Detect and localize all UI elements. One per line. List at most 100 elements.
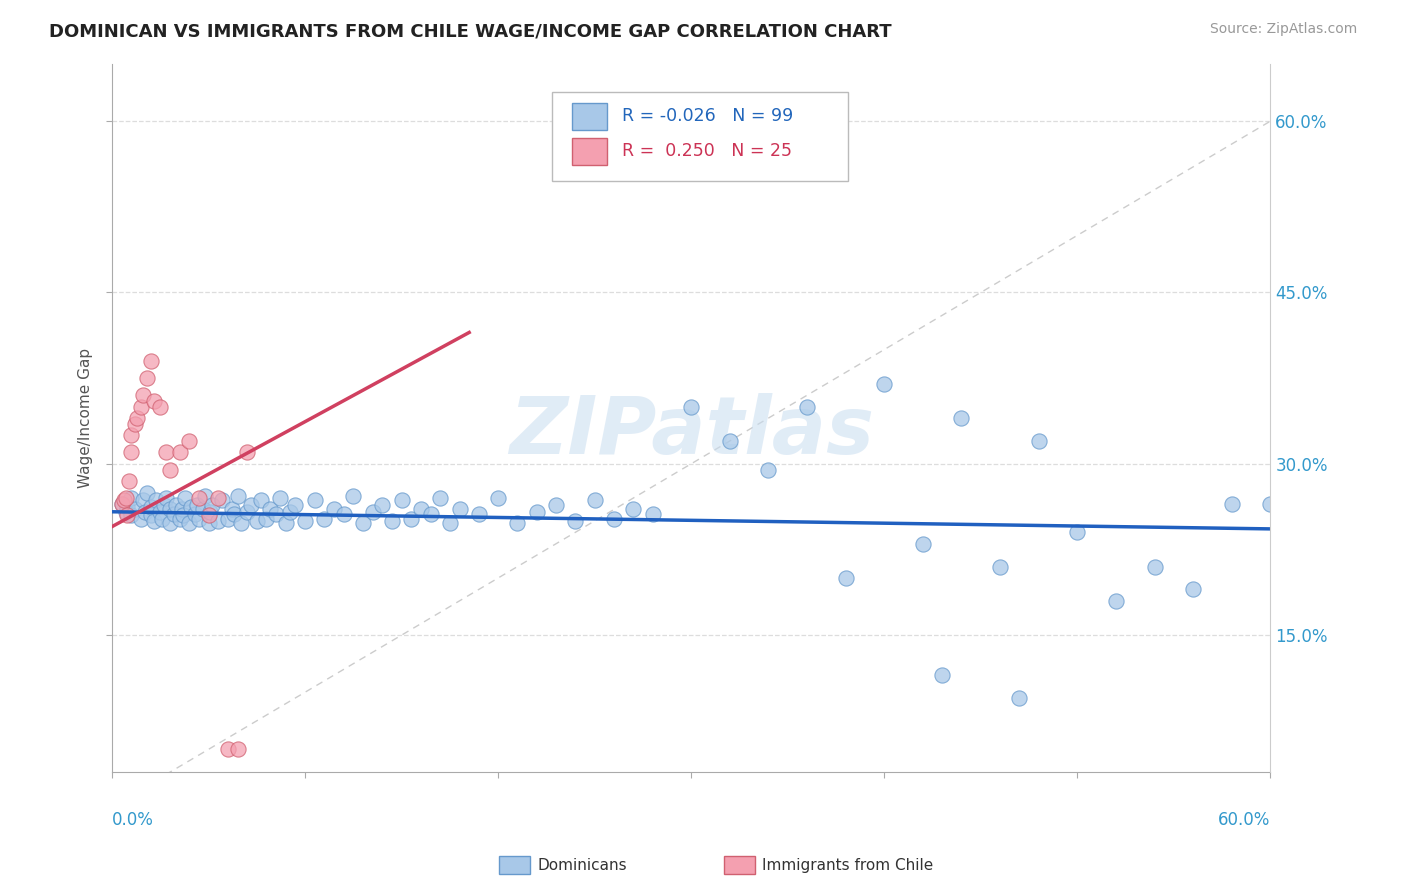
Point: [211, 493, 233, 508]
FancyBboxPatch shape: [553, 93, 848, 181]
Point: [381, 514, 404, 528]
Point: [231, 516, 253, 531]
Point: [222, 507, 245, 521]
Point: [120, 508, 142, 523]
Point: [409, 502, 432, 516]
Point: [323, 502, 346, 516]
Point: [621, 502, 644, 516]
Point: [278, 505, 301, 519]
Text: Source: ZipAtlas.com: Source: ZipAtlas.com: [1209, 22, 1357, 37]
Point: [1008, 690, 1031, 705]
Point: [132, 493, 155, 508]
Point: [911, 537, 934, 551]
Text: 60.0%: 60.0%: [1218, 811, 1271, 829]
Point: [931, 668, 953, 682]
Point: [352, 516, 374, 531]
Point: [264, 507, 287, 521]
Point: [681, 400, 703, 414]
Point: [120, 491, 142, 505]
Point: [506, 516, 529, 531]
Point: [184, 507, 207, 521]
Point: [304, 493, 326, 508]
Point: [1182, 582, 1205, 597]
Point: [163, 507, 186, 521]
Point: [718, 434, 741, 448]
Point: [207, 491, 229, 505]
Point: [165, 498, 187, 512]
Text: Immigrants from Chile: Immigrants from Chile: [762, 858, 934, 872]
Point: [201, 498, 224, 512]
Point: [1143, 559, 1166, 574]
Point: [129, 511, 152, 525]
Point: [641, 507, 664, 521]
Point: [200, 505, 222, 519]
Point: [149, 400, 172, 414]
Point: [217, 742, 239, 756]
Point: [197, 516, 219, 531]
Point: [603, 511, 626, 525]
Point: [226, 489, 249, 503]
Point: [145, 493, 167, 508]
Text: DOMINICAN VS IMMIGRANTS FROM CHILE WAGE/INCOME GAP CORRELATION CHART: DOMINICAN VS IMMIGRANTS FROM CHILE WAGE/…: [49, 22, 891, 40]
Point: [135, 371, 157, 385]
Point: [449, 502, 471, 516]
Point: [246, 514, 269, 528]
Bar: [572, 103, 606, 130]
Text: R = -0.026   N = 99: R = -0.026 N = 99: [621, 107, 793, 125]
Point: [180, 500, 202, 515]
Point: [155, 491, 177, 505]
Point: [124, 502, 146, 516]
Point: [796, 400, 818, 414]
Point: [274, 516, 297, 531]
Point: [332, 507, 354, 521]
Point: [988, 559, 1011, 574]
Point: [117, 500, 139, 515]
Point: [207, 514, 229, 528]
Point: [179, 434, 201, 448]
Point: [1066, 525, 1088, 540]
Point: [391, 493, 413, 508]
Point: [143, 514, 166, 528]
Point: [186, 498, 208, 512]
Point: [114, 505, 136, 519]
Point: [159, 516, 181, 531]
Point: [169, 511, 191, 525]
Point: [256, 511, 278, 525]
Point: [429, 491, 451, 505]
Point: [134, 505, 156, 519]
Point: [194, 489, 217, 503]
Bar: [572, 138, 606, 165]
Point: [159, 502, 181, 516]
Point: [217, 511, 239, 525]
Point: [111, 497, 134, 511]
Point: [139, 354, 162, 368]
Point: [758, 462, 780, 476]
Point: [314, 511, 336, 525]
Point: [132, 388, 155, 402]
Point: [170, 502, 193, 516]
Point: [169, 445, 191, 459]
Point: [249, 493, 271, 508]
Point: [111, 497, 134, 511]
Point: [129, 400, 152, 414]
Point: [155, 445, 177, 459]
Point: [259, 502, 281, 516]
Point: [401, 511, 423, 525]
Point: [187, 491, 209, 505]
Point: [544, 498, 567, 512]
Point: [342, 489, 364, 503]
Point: [269, 491, 291, 505]
Point: [187, 511, 209, 525]
Point: [284, 498, 307, 512]
Point: [1028, 434, 1050, 448]
Point: [240, 498, 263, 512]
Point: [143, 394, 166, 409]
Point: [172, 508, 194, 523]
Point: [179, 516, 201, 531]
Point: [124, 417, 146, 431]
Point: [950, 411, 973, 425]
Point: [526, 505, 548, 519]
Point: [118, 474, 141, 488]
Point: [294, 514, 316, 528]
Point: [361, 505, 384, 519]
